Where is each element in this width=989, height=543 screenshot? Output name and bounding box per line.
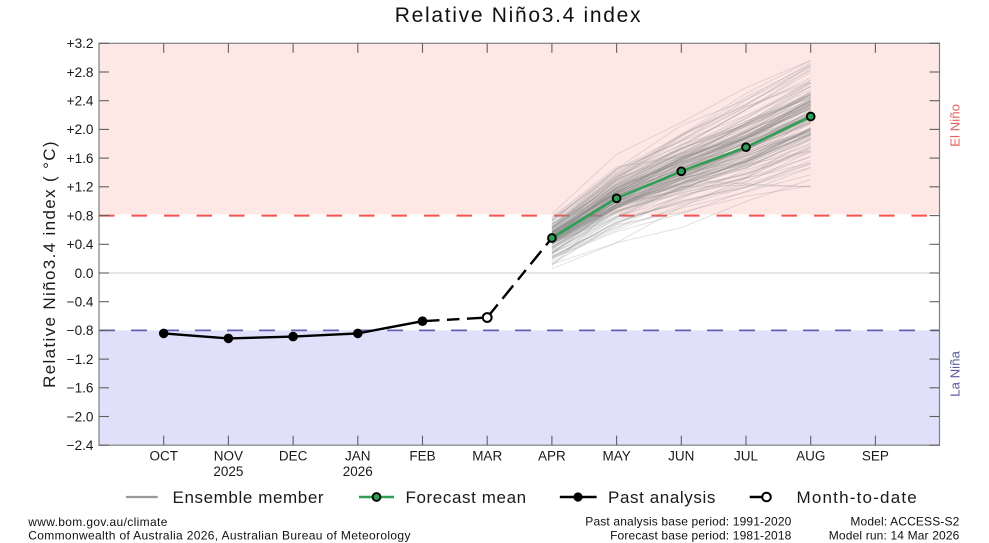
svg-text:APR: APR: [538, 449, 566, 464]
svg-text:www.bom.gov.au/climate: www.bom.gov.au/climate: [27, 515, 168, 529]
svg-text:JUL: JUL: [734, 449, 758, 464]
svg-text:−2.0: −2.0: [67, 409, 94, 424]
svg-text:JUN: JUN: [668, 449, 694, 464]
svg-text:Relative Niño3.4 index ( °C): Relative Niño3.4 index ( °C): [40, 140, 59, 388]
svg-text:MAR: MAR: [472, 449, 502, 464]
svg-text:2026: 2026: [343, 464, 373, 479]
svg-text:Ensemble member: Ensemble member: [173, 488, 325, 507]
svg-text:Forecast base period: 1981-201: Forecast base period: 1981-2018: [610, 528, 792, 542]
svg-text:−0.4: −0.4: [67, 295, 94, 310]
svg-text:AUG: AUG: [796, 449, 825, 464]
svg-text:DEC: DEC: [279, 449, 308, 464]
svg-text:Past analysis base period: 199: Past analysis base period: 1991-2020: [585, 515, 791, 529]
svg-text:+1.6: +1.6: [67, 151, 94, 166]
svg-text:+1.2: +1.2: [67, 180, 94, 195]
svg-text:Month-to-date: Month-to-date: [797, 488, 918, 507]
svg-text:+2.8: +2.8: [67, 65, 94, 80]
svg-text:La Niña: La Niña: [948, 350, 963, 396]
svg-text:2025: 2025: [213, 464, 243, 479]
svg-text:El Niño: El Niño: [948, 104, 963, 147]
svg-text:OCT: OCT: [149, 449, 178, 464]
svg-text:Model: ACCESS-S2: Model: ACCESS-S2: [850, 515, 959, 529]
svg-text:Past analysis: Past analysis: [608, 488, 716, 507]
svg-text:JAN: JAN: [345, 449, 371, 464]
svg-text:−0.8: −0.8: [67, 323, 94, 338]
svg-text:−1.6: −1.6: [67, 381, 94, 396]
svg-text:FEB: FEB: [409, 449, 435, 464]
svg-text:Commonwealth of Australia 2026: Commonwealth of Australia 2026, Australi…: [28, 528, 411, 542]
svg-text:Forecast mean: Forecast mean: [406, 488, 527, 507]
svg-text:0.0: 0.0: [75, 266, 94, 281]
svg-text:NOV: NOV: [214, 449, 243, 464]
svg-text:Relative Niño3.4 index: Relative Niño3.4 index: [395, 4, 643, 27]
svg-text:MAY: MAY: [602, 449, 630, 464]
svg-text:Model run: 14 Mar 2026: Model run: 14 Mar 2026: [829, 528, 960, 542]
svg-text:+2.0: +2.0: [67, 122, 94, 137]
svg-text:+2.4: +2.4: [67, 94, 94, 109]
svg-text:+0.8: +0.8: [67, 208, 94, 223]
svg-text:SEP: SEP: [862, 449, 889, 464]
svg-text:+3.2: +3.2: [67, 36, 94, 51]
svg-text:−1.2: −1.2: [67, 352, 94, 367]
svg-text:−2.4: −2.4: [67, 438, 94, 453]
svg-text:+0.4: +0.4: [67, 237, 94, 252]
